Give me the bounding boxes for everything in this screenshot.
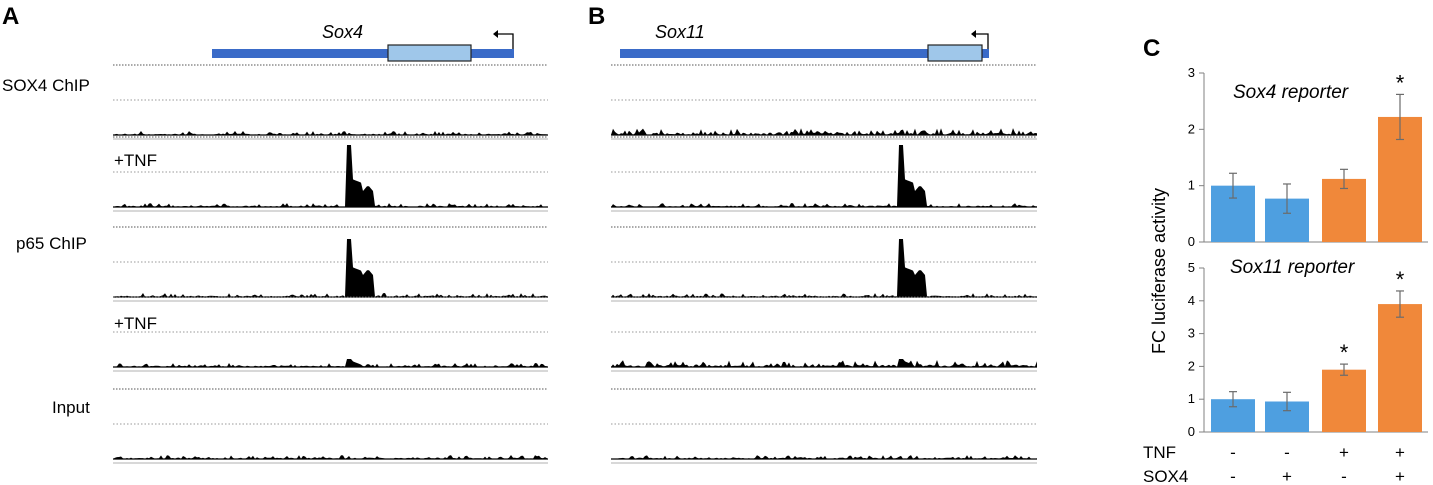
tss-arrowhead-sox4 xyxy=(493,30,498,38)
y-tick-label: 1 xyxy=(1188,178,1195,193)
coverage-track xyxy=(113,359,548,367)
exon-box-sox11 xyxy=(927,44,983,62)
chart-title-sox4-text: Sox4 reporter xyxy=(1233,82,1349,103)
panel-c-letter: C xyxy=(1143,35,1160,62)
condition-sox4-4: + xyxy=(1395,467,1405,485)
chart-title-sox4: Sox4 reporter xyxy=(1233,82,1349,103)
track-label-sox4-chip: SOX4 ChIP xyxy=(2,76,90,95)
track-label-tnf-2: +TNF xyxy=(114,314,157,333)
y-tick-label: 4 xyxy=(1188,293,1195,308)
chart-title-sox11: Sox11 reporter xyxy=(1230,257,1355,278)
tss-arrowhead-sox11 xyxy=(971,30,976,38)
bar-charts: 0 1 2 3 * 0 1 2 3 4 5 * * xyxy=(1188,65,1428,439)
condition-sox4-1: - xyxy=(1230,467,1236,485)
y-tick-label: 3 xyxy=(1188,65,1195,80)
y-tick-label: 1 xyxy=(1188,391,1195,406)
y-axis-title: FC luciferase activity xyxy=(1149,188,1169,354)
coverage-track xyxy=(611,128,1037,135)
condition-tnf-4: + xyxy=(1395,443,1405,462)
significance-star: * xyxy=(1340,340,1349,365)
tss-arrow-sox11 xyxy=(976,33,989,49)
gene-name-sox4: Sox4 xyxy=(322,22,363,42)
tss-arrow-sox4 xyxy=(498,33,514,49)
significance-star: * xyxy=(1396,70,1405,95)
condition-tnf-1: - xyxy=(1230,443,1236,462)
panel-a-letter: A xyxy=(2,3,19,30)
condition-label-tnf: TNF xyxy=(1143,443,1176,462)
gene-model-sox4: Sox4 xyxy=(212,22,514,62)
gene-model-sox11: Sox11 xyxy=(620,22,989,62)
coverage-track xyxy=(113,145,548,207)
y-tick-label: 0 xyxy=(1188,424,1195,439)
exon-box-sox4 xyxy=(387,44,472,62)
condition-tnf-2: - xyxy=(1284,443,1290,462)
bar xyxy=(1322,369,1366,432)
condition-table: TNF SOX4 - - + + - + - + xyxy=(1143,443,1405,485)
coverage-track xyxy=(113,455,548,459)
y-tick-label: 2 xyxy=(1188,358,1195,373)
track-label-tnf-1: +TNF xyxy=(114,151,157,170)
gene-name-sox11: Sox11 xyxy=(655,22,705,42)
coverage-track xyxy=(611,359,1037,367)
coverage-track xyxy=(611,239,1037,297)
chip-tracks xyxy=(113,64,1037,464)
y-tick-label: 0 xyxy=(1188,234,1195,249)
coverage-track xyxy=(611,145,1037,207)
bar xyxy=(1322,178,1366,242)
track-label-p65-chip: p65 ChIP xyxy=(16,234,87,253)
condition-sox4-2: + xyxy=(1282,467,1292,485)
track-label-input: Input xyxy=(52,398,90,417)
panel-b-letter: B xyxy=(588,3,605,30)
y-tick-label: 5 xyxy=(1188,260,1195,275)
y-tick-label: 2 xyxy=(1188,121,1195,136)
bar xyxy=(1378,304,1422,432)
gene-body-sox11 xyxy=(620,49,989,58)
significance-star: * xyxy=(1396,267,1405,292)
y-tick-label: 3 xyxy=(1188,326,1195,341)
gene-body-sox4 xyxy=(212,49,514,58)
condition-tnf-3: + xyxy=(1339,443,1349,462)
coverage-track xyxy=(113,239,548,297)
condition-sox4-3: - xyxy=(1341,467,1347,485)
coverage-track xyxy=(113,131,548,135)
chart-title-sox11-text: Sox11 reporter xyxy=(1230,257,1355,278)
coverage-track xyxy=(611,455,1037,459)
condition-label-sox4: SOX4 xyxy=(1143,467,1188,485)
